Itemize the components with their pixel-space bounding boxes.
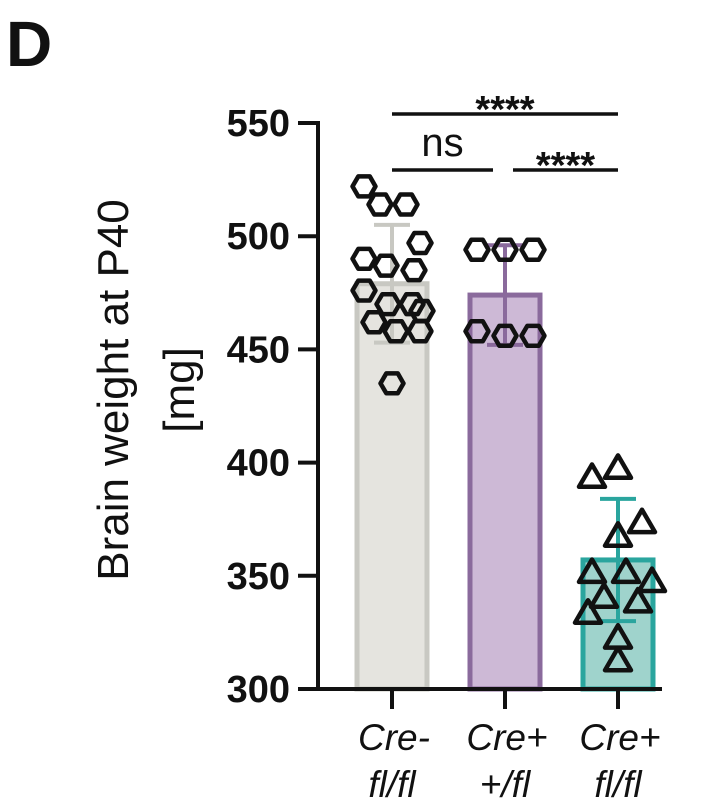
data-point-1-12	[360, 310, 388, 335]
data-point-1-4	[406, 230, 434, 256]
data-point-1-3	[392, 192, 420, 217]
x-category-label-1-line-1: Cre-	[358, 717, 430, 758]
data-point-3-1	[602, 453, 634, 481]
data-point-1-1	[350, 174, 378, 199]
x-category-label-3-line-2: fl/fl	[594, 764, 643, 805]
y-tick-label-1: 300	[227, 669, 290, 711]
axes-layer: 300 350 400 450 500 550 Cre-fl/fl Cre+ +/fl Cre+ f…	[227, 103, 662, 805]
significance-label-2: ns	[421, 121, 463, 165]
data-point-3-6	[610, 557, 642, 585]
y-tick-label-4: 450	[227, 329, 290, 371]
y-axis-label-line-1: Brain weight at P40	[89, 199, 138, 581]
x-category-label-2-line-1: Cre+	[466, 717, 547, 758]
data-point-3-12	[602, 645, 634, 673]
data-point-3-7	[636, 566, 668, 594]
data-point-3-3	[626, 507, 658, 535]
significance-layer: **** ns ****	[392, 89, 618, 187]
data-point-2-4	[463, 319, 491, 344]
data-point-1-14	[406, 319, 434, 344]
data-point-1-10	[398, 291, 426, 317]
data-point-1-15	[378, 371, 406, 396]
data-point-1-5	[350, 246, 378, 272]
bar-2	[467, 292, 543, 692]
data-points-layer	[350, 174, 668, 673]
data-point-2-1	[463, 237, 491, 262]
data-point-3-10	[572, 598, 604, 625]
y-tick-label-5: 500	[227, 216, 290, 258]
data-point-1-9	[374, 291, 402, 317]
y-tick-label-3: 400	[227, 443, 290, 485]
data-point-2-6	[519, 323, 547, 349]
data-point-1-6	[372, 253, 400, 278]
data-point-2-2	[491, 237, 519, 262]
data-point-3-4	[602, 521, 634, 548]
data-point-1-2	[366, 192, 394, 217]
data-point-2-3	[519, 237, 547, 262]
y-tick-label-2: 350	[227, 556, 290, 598]
data-point-3-9	[622, 586, 654, 614]
data-point-3-8	[588, 582, 620, 610]
x-category-label-2-line-2: +/fl	[480, 764, 532, 805]
significance-label-3: ****	[536, 145, 595, 187]
x-category-label-1-line-2: fl/fl	[368, 764, 417, 805]
y-tick-label-6: 550	[227, 103, 290, 145]
data-point-2-5	[491, 323, 519, 349]
data-point-3-5	[576, 557, 608, 585]
x-category-label-3-line-1: Cre+	[579, 717, 660, 758]
data-point-1-7	[400, 257, 428, 283]
panel-label: D	[6, 8, 52, 80]
significance-label-1: ****	[475, 89, 534, 131]
data-point-3-2	[576, 462, 608, 490]
data-point-1-8	[350, 278, 378, 303]
data-point-1-13	[382, 319, 410, 344]
y-axis-label: Brain weight at P40 [mg]	[89, 199, 204, 581]
y-axis-label-line-2: [mg]	[155, 347, 204, 433]
